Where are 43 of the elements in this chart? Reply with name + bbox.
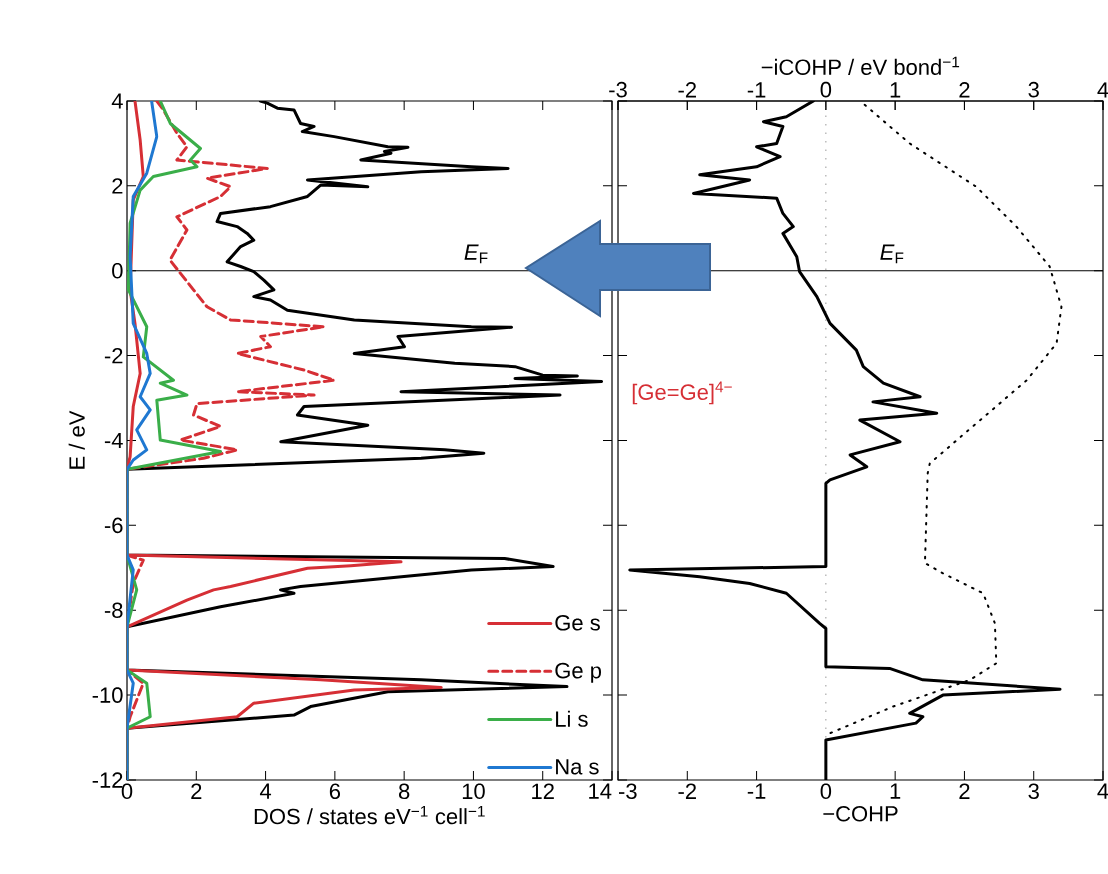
x2-tick-label: 1 xyxy=(890,82,901,98)
legend-label: Ge p xyxy=(555,662,602,683)
x-tick-label: 3 xyxy=(1028,783,1039,800)
x-axis-title: −COHP xyxy=(823,805,898,822)
ref-line-label: E$_{F}$ xyxy=(464,244,488,264)
y-axis-title: E / eV xyxy=(68,410,85,469)
x2-tick-label: 3 xyxy=(1028,81,1039,98)
x2-axis-title: −iCOHP / eV bond$^{−1}$ xyxy=(761,56,960,76)
x-tick-label: -1 xyxy=(747,783,766,799)
x-tick-label: 1 xyxy=(890,783,901,799)
x2-tick-label: 2 xyxy=(959,82,970,98)
x-tick-label: 0 xyxy=(820,783,832,800)
x-tick-label: 2 xyxy=(959,783,970,799)
x2-tick-label: 0 xyxy=(820,81,832,98)
x-tick-label: 8 xyxy=(398,783,410,800)
x2-tick-label: 4 xyxy=(1097,82,1108,98)
x-tick-label: 2 xyxy=(191,783,202,799)
x2-tick-label: -1 xyxy=(747,82,766,98)
y-tick-label: 4 xyxy=(111,93,123,109)
x-tick-label: 4 xyxy=(1097,783,1108,799)
x-tick-label: -3 xyxy=(618,783,637,800)
x-tick-label: 14 xyxy=(589,783,612,799)
x-axis-title: DOS / states eV$^{−1}$ cell$^{−1}$ xyxy=(254,805,485,825)
x-tick-label: 6 xyxy=(329,783,341,800)
x-tick-label: -2 xyxy=(678,783,696,799)
x2-tick-label: -2 xyxy=(678,82,696,98)
x-tick-label: 10 xyxy=(462,783,485,800)
y-tick-label: -4 xyxy=(104,432,123,449)
annotation: [Ge=Ge]$^{4−}$ xyxy=(632,381,732,405)
y-tick-label: -8 xyxy=(104,602,123,619)
y-tick-label: -6 xyxy=(104,517,123,534)
x2-tick-label: -3 xyxy=(609,81,627,98)
x-tick-label: 12 xyxy=(532,783,554,799)
legend-label: Li s xyxy=(556,710,588,727)
ref-line-label: E$_{F}$ xyxy=(880,244,904,264)
y-tick-label: 0 xyxy=(112,262,123,279)
legend-label: Ge s xyxy=(555,614,600,631)
y-tick-label: -10 xyxy=(92,687,123,703)
x-tick-label: 4 xyxy=(259,783,272,799)
y-tick-label: -12 xyxy=(92,772,123,788)
y-tick-label: -2 xyxy=(104,347,123,364)
legend-label: Na s xyxy=(556,759,599,775)
y-tick-label: 2 xyxy=(112,178,123,194)
